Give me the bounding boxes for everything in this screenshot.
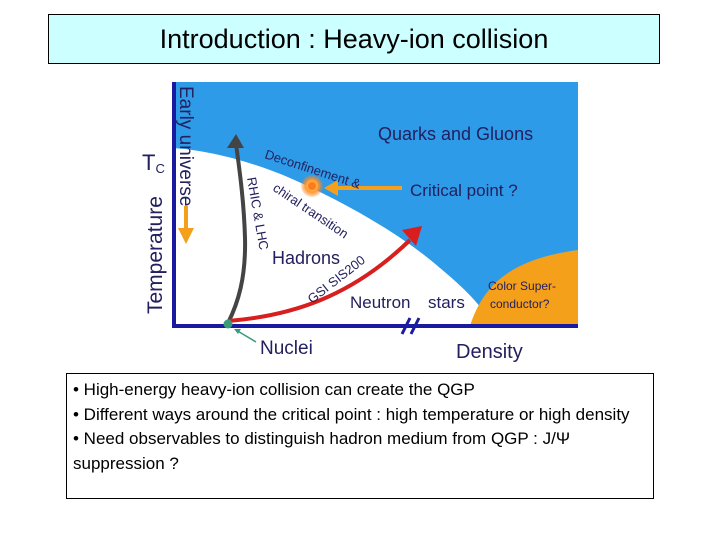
nuclei-label: Nuclei [260,338,313,359]
color-superconductor-region [470,250,578,326]
slide-title: Introduction : Heavy-ion collision [48,14,660,64]
color-superconductor-label-1: Color Super- [488,279,556,293]
nuclei-point [223,319,233,329]
critical-point-marker [308,182,316,190]
gsi-path [227,238,412,323]
density-label: Density [456,341,523,363]
qcd-phase-diagram: Temperature TC Density Early universe RH… [142,82,578,363]
temperature-label: Temperature [144,196,167,314]
bullet-item: • Need observables to distinguish hadron… [73,429,571,473]
nuclei-arrow-head [234,329,241,334]
nuclei-arrow [235,329,257,343]
bullet-item: • Different ways around the critical poi… [73,404,630,424]
hadron-region [172,148,492,326]
neutron-label: Neutron [350,293,410,312]
tc-label: TC [142,150,165,176]
gsi-arrow-head [402,226,422,246]
bullet-list: • High-energy heavy-ion collision can cr… [66,373,654,499]
color-superconductor-label-2: conductor? [490,297,550,311]
quarks-gluons-label: Quarks and Gluons [378,124,533,144]
early-universe-arrow-head [178,228,194,244]
axis-break-1 [400,317,412,335]
rhic-lhc-path [226,143,248,324]
axis-break-2 [409,317,421,335]
rhic-lhc-arrow-head [227,134,244,148]
stars-label: stars [428,293,465,312]
critical-point-label: Critical point ? [410,181,518,200]
early-universe-label: Early universe [175,86,196,206]
bullet-item: • High-energy heavy-ion collision can cr… [73,380,475,399]
critical-point-arrow-head [324,180,338,196]
hadrons-label: Hadrons [272,248,340,268]
